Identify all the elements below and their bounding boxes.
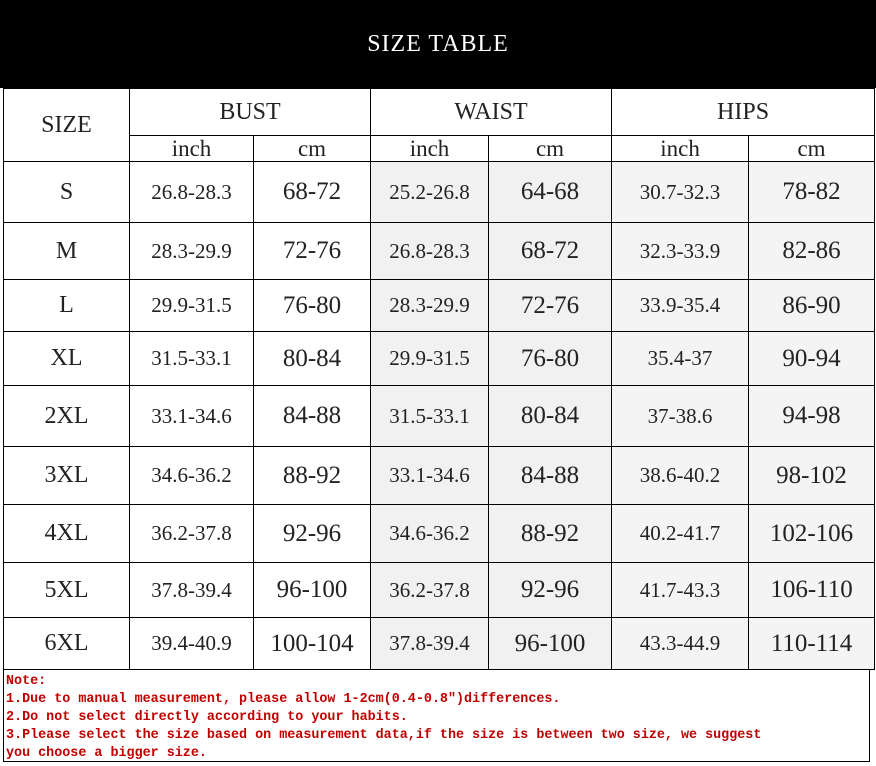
- size-cell: 6XL: [3, 617, 130, 670]
- waist-cm-cell: 96-100: [488, 617, 613, 670]
- waist-cm-cell: 84-88: [488, 446, 613, 505]
- hips-inch-cell: 33.9-35.4: [611, 279, 750, 332]
- waist-cm-cell: 72-76: [488, 279, 613, 332]
- note-line: 2.Do not select directly according to yo…: [6, 710, 408, 725]
- size-cell: 2XL: [3, 385, 130, 447]
- table-row: 2XL 33.1-34.6 84-88 31.5-33.1 80-84 37-38.6 94…: [3, 385, 876, 447]
- hips-header: HIPS: [611, 88, 876, 136]
- bust-cm-cell: 80-84: [252, 331, 372, 386]
- bust-cm-cell: 92-96: [252, 504, 372, 563]
- waist-cm-cell: 88-92: [488, 504, 613, 563]
- hips-cm-cell: 78-82: [748, 161, 876, 223]
- bust-cm-cell: 100-104: [252, 617, 372, 670]
- table-row: S 26.8-28.3 68-72 25.2-26.8 64-68 30.7-32.3 78…: [3, 161, 876, 223]
- hips-inch-cell: 32.3-33.9: [611, 222, 750, 280]
- size-cell: XL: [3, 331, 130, 386]
- bust-inch-cell: 29.9-31.5: [129, 279, 254, 332]
- table-row: M 28.3-29.9 72-76 26.8-28.3 68-72 32.3-33.9 82…: [3, 222, 876, 280]
- unit-header: inch: [370, 135, 490, 162]
- hips-cm-cell: 106-110: [748, 562, 876, 618]
- size-cell: 5XL: [3, 562, 130, 618]
- table-row: 4XL 36.2-37.8 92-96 34.6-36.2 88-92 40.2-41.7…: [3, 504, 876, 563]
- waist-cm-cell: 92-96: [488, 562, 613, 618]
- waist-inch-cell: 25.2-26.8: [370, 161, 490, 223]
- bust-cm-cell: 68-72: [252, 161, 372, 223]
- note-line: you choose a bigger size.: [6, 746, 207, 761]
- waist-inch-cell: 36.2-37.8: [370, 562, 490, 618]
- bust-cm-cell: 84-88: [252, 385, 372, 447]
- table-row: 5XL 37.8-39.4 96-100 36.2-37.8 92-96 41.7-43.…: [3, 562, 876, 618]
- unit-header: inch: [129, 135, 254, 162]
- waist-inch-cell: 31.5-33.1: [370, 385, 490, 447]
- bust-cm-cell: 72-76: [252, 222, 372, 280]
- bust-inch-cell: 28.3-29.9: [129, 222, 254, 280]
- waist-inch-cell: 29.9-31.5: [370, 331, 490, 386]
- hips-cm-cell: 90-94: [748, 331, 876, 386]
- hips-cm-cell: 102-106: [748, 504, 876, 563]
- bust-cm-cell: 88-92: [252, 446, 372, 505]
- bust-inch-cell: 34.6-36.2: [129, 446, 254, 505]
- size-cell: L: [3, 279, 130, 332]
- bust-header: BUST: [128, 88, 372, 136]
- bust-cm-cell: 76-80: [252, 279, 372, 332]
- hips-inch-cell: 37-38.6: [611, 385, 750, 447]
- bust-inch-cell: 31.5-33.1: [129, 331, 254, 386]
- size-cell: 3XL: [3, 446, 130, 505]
- waist-cm-cell: 64-68: [488, 161, 613, 223]
- size-cell: 4XL: [3, 504, 130, 563]
- hips-cm-cell: 82-86: [748, 222, 876, 280]
- bust-inch-cell: 39.4-40.9: [129, 617, 254, 670]
- bust-inch-cell: 33.1-34.6: [129, 385, 254, 447]
- waist-inch-cell: 26.8-28.3: [370, 222, 490, 280]
- hips-inch-cell: 35.4-37: [611, 331, 750, 386]
- size-table: SIZE BUST WAIST HIPS inch cm inch cm inc…: [3, 88, 876, 670]
- size-header: SIZE: [3, 88, 130, 162]
- hips-inch-cell: 40.2-41.7: [611, 504, 750, 563]
- note-line: 3.Please select the size based on measur…: [6, 728, 762, 743]
- note-heading: Note:: [6, 674, 47, 689]
- size-cell: S: [3, 161, 130, 223]
- waist-cm-cell: 76-80: [488, 331, 613, 386]
- waist-inch-cell: 28.3-29.9: [370, 279, 490, 332]
- hips-cm-cell: 94-98: [748, 385, 876, 447]
- table-row: 3XL 34.6-36.2 88-92 33.1-34.6 84-88 38.6-40.2…: [3, 446, 876, 505]
- size-table-title: SIZE TABLE: [0, 0, 876, 88]
- note-line: 1.Due to manual measurement, please allo…: [6, 692, 561, 707]
- waist-inch-cell: 37.8-39.4: [370, 617, 490, 670]
- bust-inch-cell: 37.8-39.4: [129, 562, 254, 618]
- hips-inch-cell: 38.6-40.2: [611, 446, 750, 505]
- hips-cm-cell: 86-90: [748, 279, 876, 332]
- hips-cm-cell: 110-114: [748, 617, 876, 670]
- waist-inch-cell: 33.1-34.6: [370, 446, 490, 505]
- size-cell: M: [3, 222, 130, 280]
- hips-inch-cell: 30.7-32.3: [611, 161, 750, 223]
- waist-cm-cell: 80-84: [488, 385, 613, 447]
- bust-cm-cell: 96-100: [252, 562, 372, 618]
- unit-header: cm: [252, 135, 372, 162]
- table-row: XL 31.5-33.1 80-84 29.9-31.5 76-80 35.4-37 90-…: [3, 331, 876, 386]
- waist-cm-cell: 68-72: [488, 222, 613, 280]
- notes-box: Note: 1.Due to manual measurement, pleas…: [3, 670, 870, 762]
- unit-header: cm: [488, 135, 613, 162]
- table-row: L 29.9-31.5 76-80 28.3-29.9 72-76 33.9-35.4 86…: [3, 279, 876, 332]
- table-row: 6XL 39.4-40.9 100-104 37.8-39.4 96-100 43.3-4…: [3, 617, 876, 670]
- bust-inch-cell: 36.2-37.8: [129, 504, 254, 563]
- unit-header: cm: [748, 135, 876, 162]
- unit-header: inch: [611, 135, 750, 162]
- bust-inch-cell: 26.8-28.3: [129, 161, 254, 223]
- hips-cm-cell: 98-102: [748, 446, 876, 505]
- hips-inch-cell: 41.7-43.3: [611, 562, 750, 618]
- hips-inch-cell: 43.3-44.9: [611, 617, 750, 670]
- waist-header: WAIST: [370, 88, 613, 136]
- waist-inch-cell: 34.6-36.2: [370, 504, 490, 563]
